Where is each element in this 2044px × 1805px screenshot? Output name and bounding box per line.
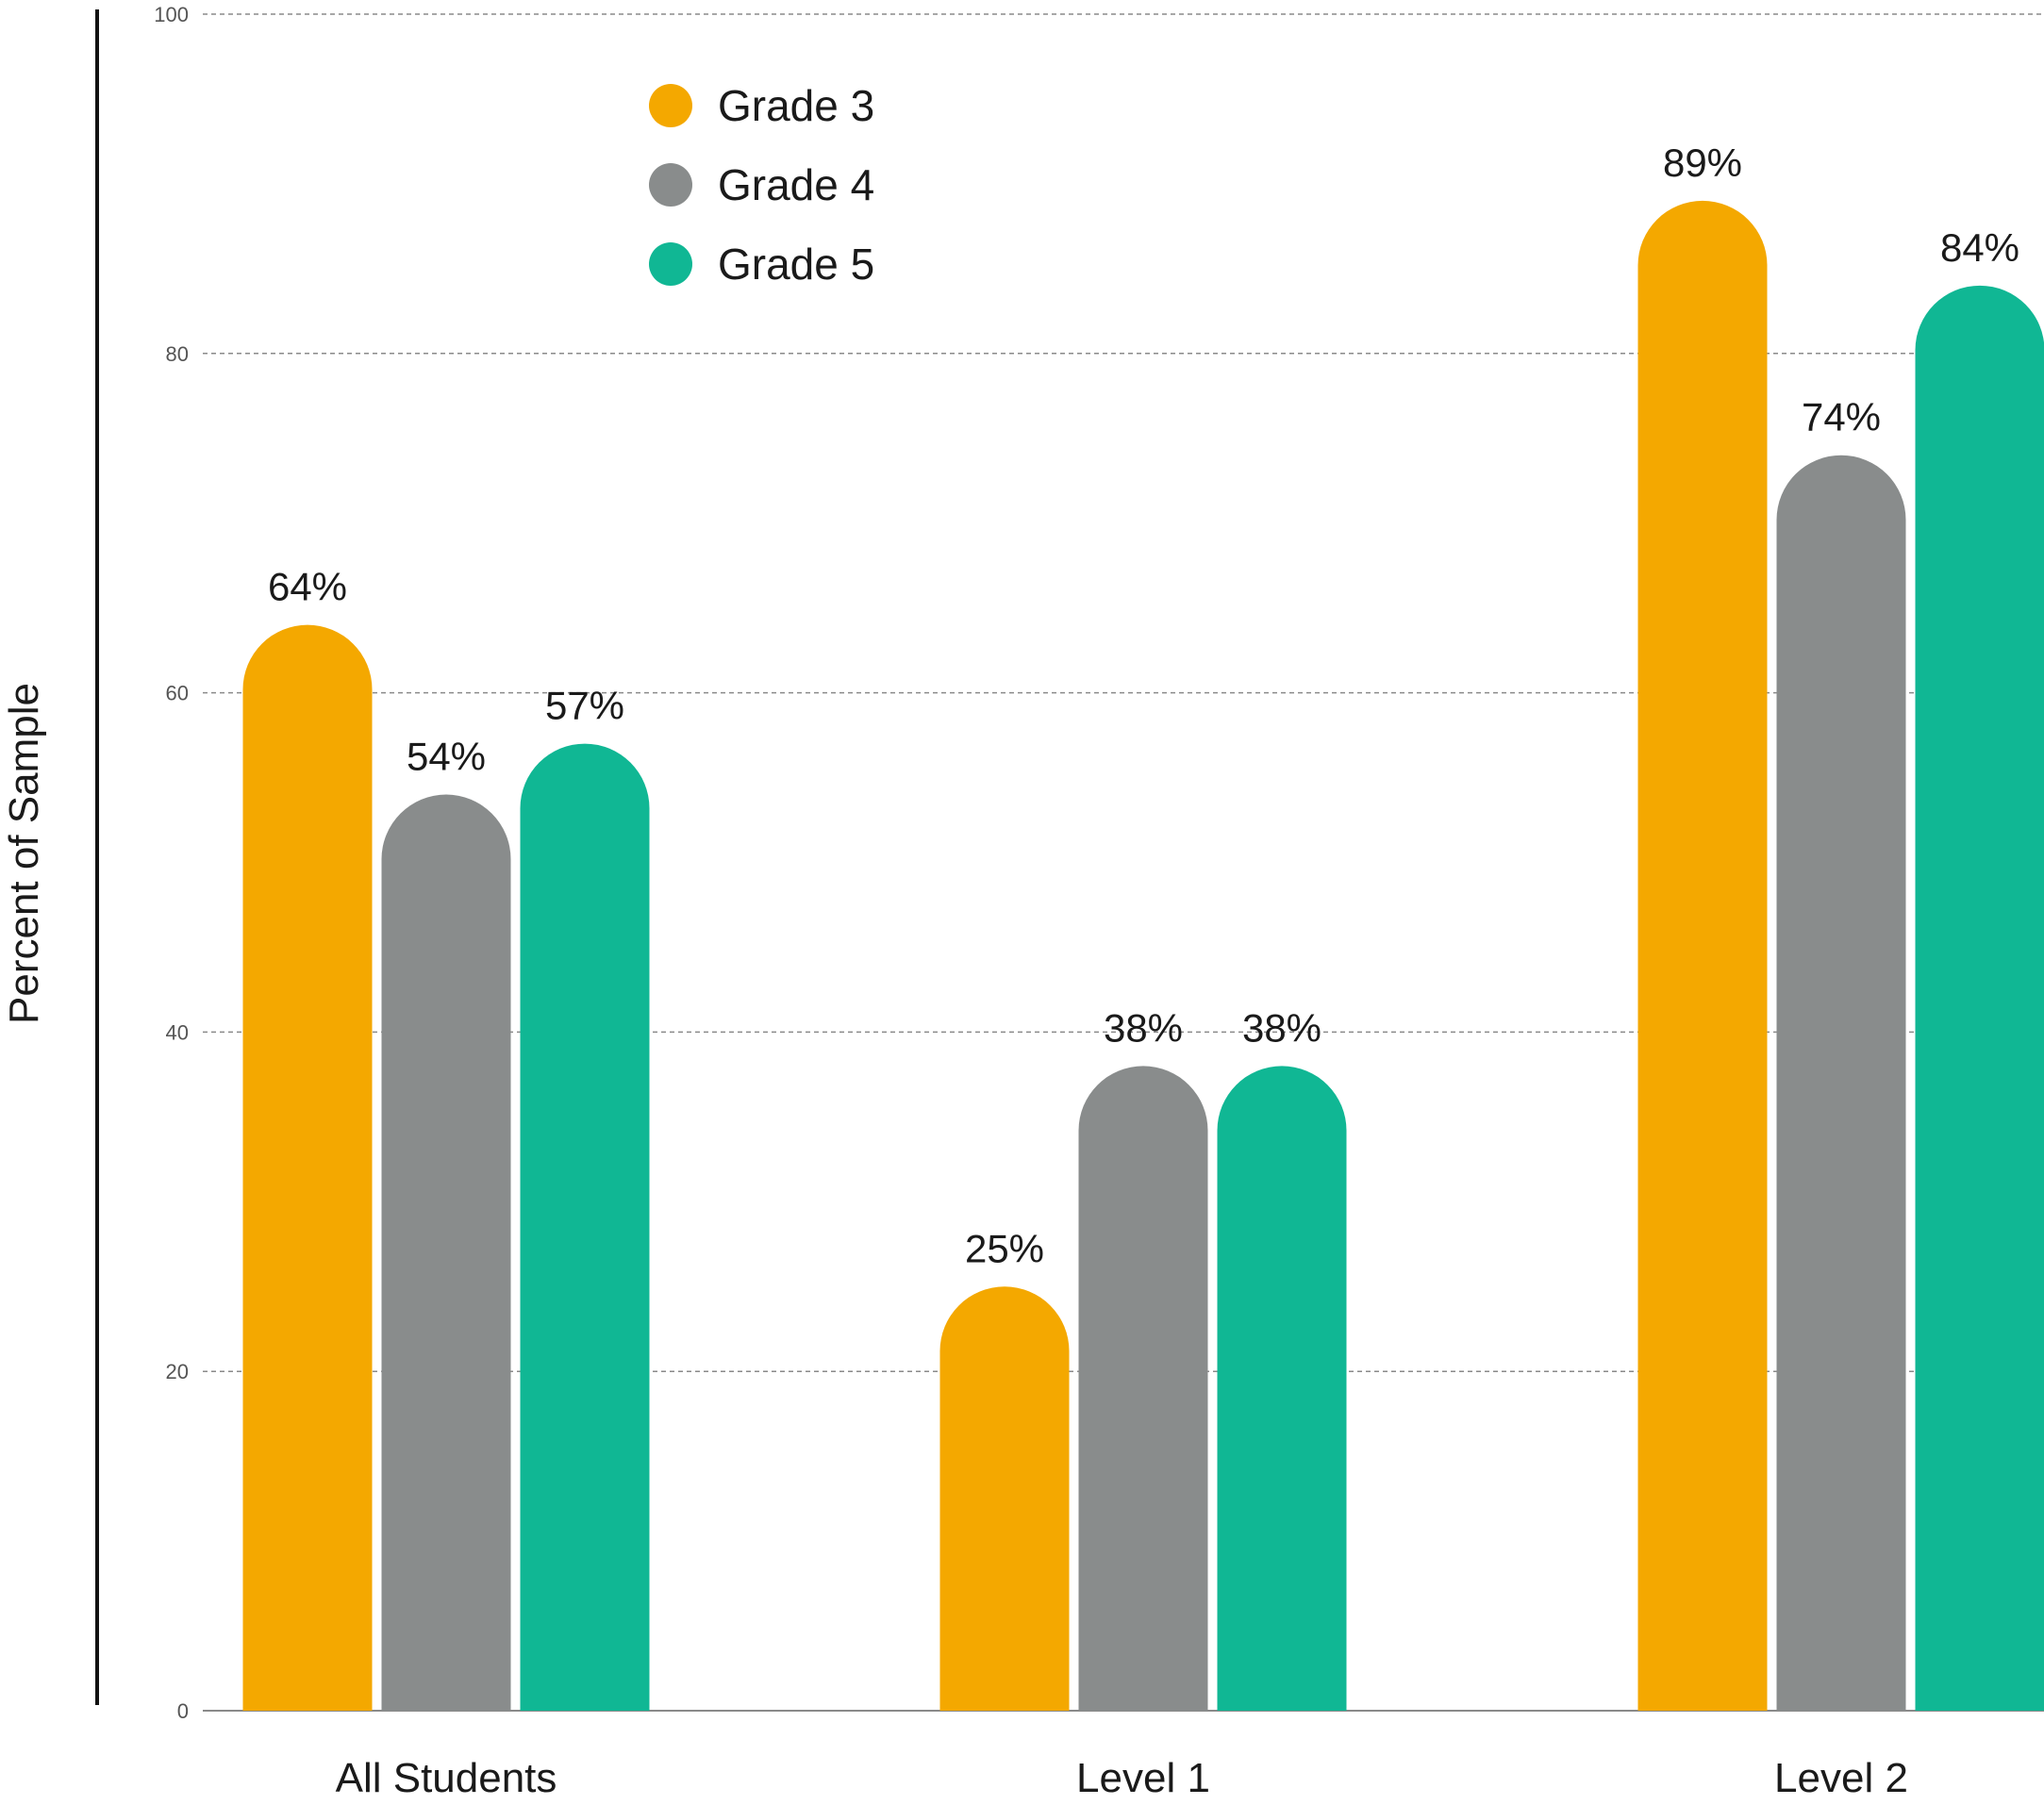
bar-value-label: 54% xyxy=(407,735,486,779)
bar xyxy=(520,743,650,1711)
bar-value-label: 38% xyxy=(1104,1005,1183,1050)
bar-value-label: 25% xyxy=(965,1226,1044,1270)
bar-value-label: 64% xyxy=(268,565,347,609)
legend: Grade 3 Grade 4 Grade 5 xyxy=(649,81,874,289)
y-tick-label: 40 xyxy=(166,1020,189,1044)
bar xyxy=(1915,285,2044,1711)
bar-value-label: 38% xyxy=(1242,1005,1321,1050)
bar-value-label: 84% xyxy=(1940,225,2019,270)
legend-swatch xyxy=(649,84,692,127)
value-labels: 64% 25% 89% 54% 38% 74% 57% 38% 84% xyxy=(268,141,2019,1270)
y-tick-label: 20 xyxy=(166,1360,189,1383)
bar xyxy=(1078,1066,1208,1711)
bar xyxy=(1217,1066,1347,1711)
x-category-label: Level 2 xyxy=(1774,1755,1908,1801)
y-tick-label: 80 xyxy=(166,342,189,366)
legend-label: Grade 3 xyxy=(718,81,874,130)
bar xyxy=(381,794,511,1711)
bar xyxy=(1776,455,1906,1712)
x-category-label: Level 1 xyxy=(1076,1755,1210,1801)
bar-value-label: 89% xyxy=(1663,141,1742,185)
y-tick-label: 100 xyxy=(154,3,189,26)
y-tick-label: 60 xyxy=(166,682,189,705)
y-axis-label: Percent of Sample xyxy=(1,683,47,1024)
legend-swatch xyxy=(649,163,692,207)
bar-value-label: 74% xyxy=(1802,395,1881,439)
bar-value-label: 57% xyxy=(545,684,624,728)
bar xyxy=(1637,200,1768,1711)
bars xyxy=(242,200,2044,1712)
x-category-label: All Students xyxy=(336,1755,557,1801)
bar xyxy=(242,624,373,1712)
legend-label: Grade 5 xyxy=(718,240,874,289)
legend-swatch xyxy=(649,242,692,286)
bar xyxy=(939,1286,1070,1711)
legend-label: Grade 4 xyxy=(718,160,874,209)
y-tick-label: 0 xyxy=(177,1699,189,1723)
